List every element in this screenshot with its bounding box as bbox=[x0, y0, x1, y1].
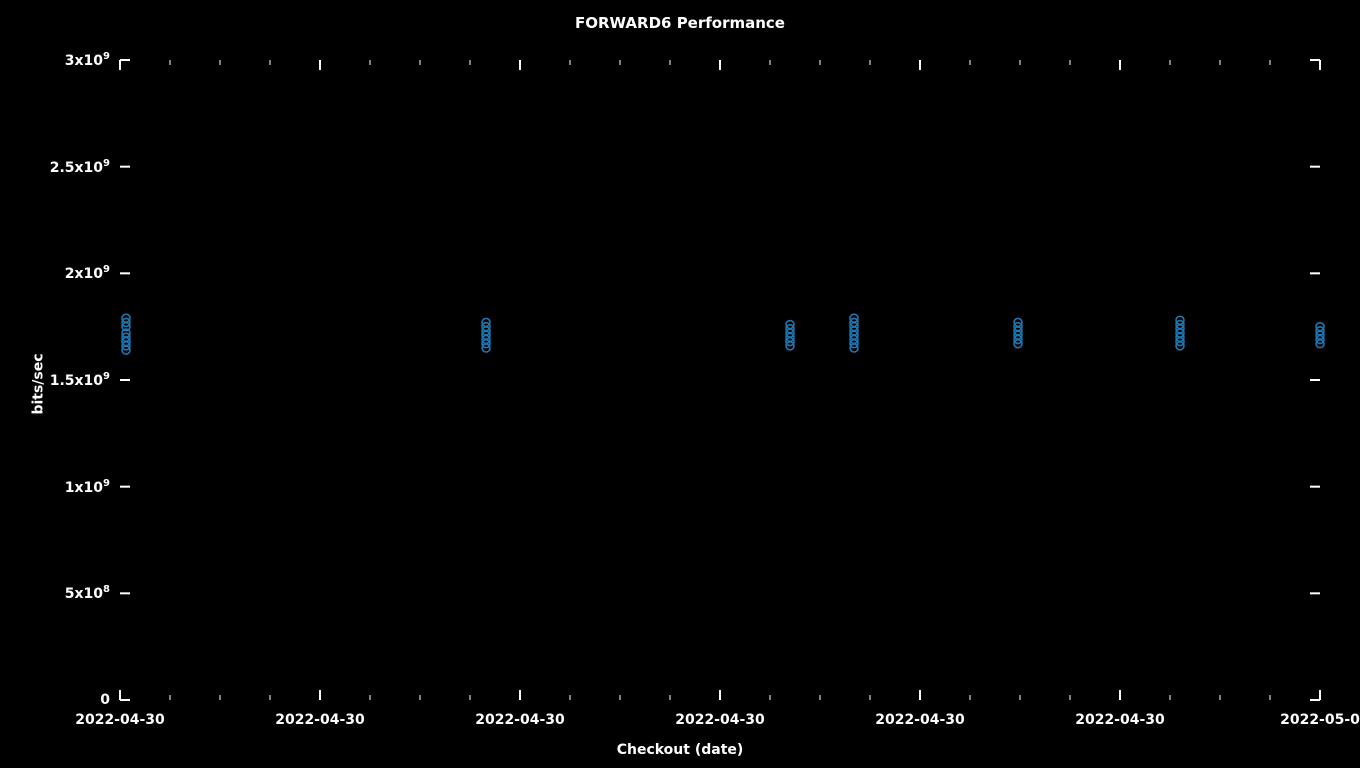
x-tick-label: 2022-04-30 bbox=[75, 712, 165, 728]
y-tick-label: 2.5x109 bbox=[50, 158, 110, 176]
chart-container: FORWARD6 Performance bits/sec Checkout (… bbox=[0, 0, 1360, 768]
x-tick-label: 2022-04-30 bbox=[875, 712, 965, 728]
y-tick-label: 0 bbox=[100, 692, 110, 708]
x-tick-label: 2022-05-0 bbox=[1280, 712, 1360, 728]
y-tick-label: 2x109 bbox=[65, 265, 110, 283]
y-tick-label: 1.5x109 bbox=[50, 371, 110, 389]
x-tick-label: 2022-04-30 bbox=[275, 712, 365, 728]
y-tick-label: 3x109 bbox=[65, 51, 110, 69]
x-tick-label: 2022-04-30 bbox=[675, 712, 765, 728]
x-tick-label: 2022-04-30 bbox=[475, 712, 565, 728]
y-tick-label: 1x109 bbox=[65, 478, 110, 496]
plot-area bbox=[0, 0, 1360, 768]
y-tick-label: 5x108 bbox=[65, 585, 110, 603]
x-tick-label: 2022-04-30 bbox=[1075, 712, 1165, 728]
